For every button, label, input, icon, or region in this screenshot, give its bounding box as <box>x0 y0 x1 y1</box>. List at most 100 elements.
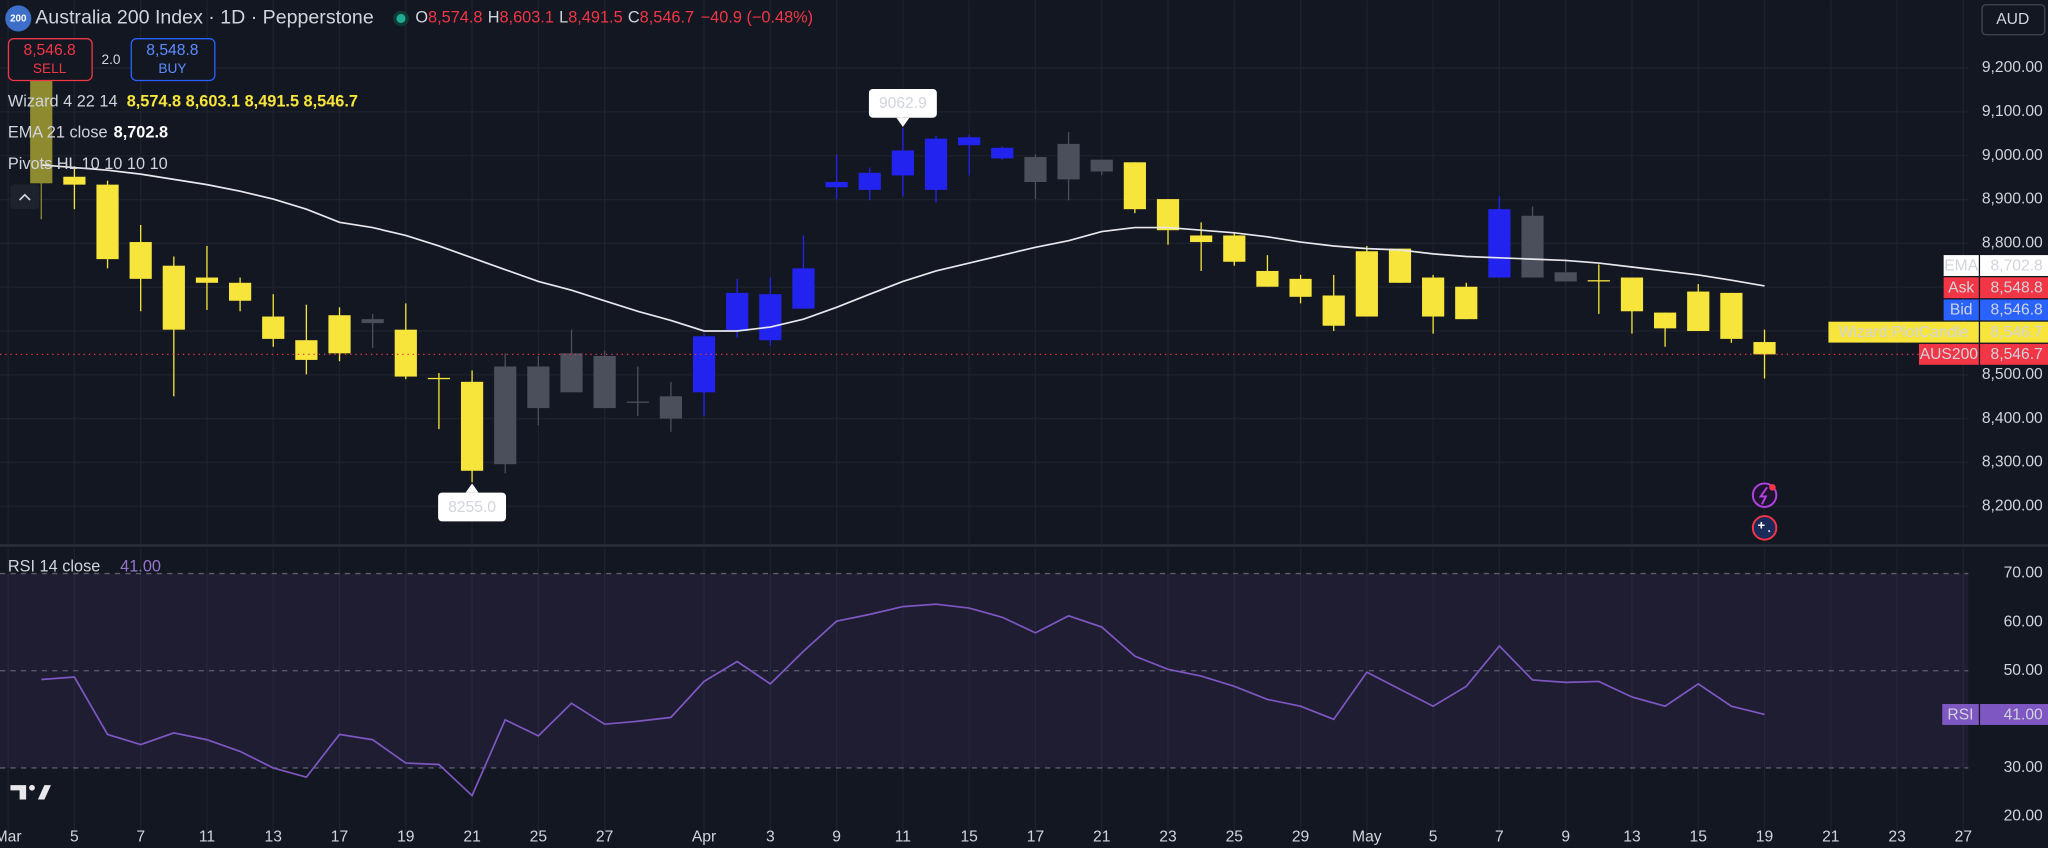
price-tag-name: Bid <box>1950 302 1973 319</box>
candle-body <box>262 316 285 339</box>
rsi-tag-value: 41.00 <box>2004 706 2043 723</box>
candle-body <box>759 294 782 341</box>
buy-button[interactable] <box>130 38 216 82</box>
logo <box>10 785 51 800</box>
y-tick-label: 60.00 <box>2004 613 2043 630</box>
candle-body <box>1488 209 1511 278</box>
x-tick-label: 21 <box>1093 829 1110 846</box>
price-tag-name-box <box>1943 277 1979 299</box>
price-tag-value-box <box>1980 255 2048 276</box>
candle-body <box>659 396 683 419</box>
candle-body <box>991 147 1014 159</box>
pivot-label: 9062.9 <box>879 95 927 112</box>
event-dot <box>1769 484 1776 491</box>
price-tag-name-box <box>1943 299 1979 321</box>
spread: 2.0 <box>101 52 120 67</box>
legend-name: Wizard 4 22 14 <box>8 92 118 110</box>
candle-body <box>1521 215 1544 278</box>
symbol-title: Australia 200 Index · 1D · Pepperstone <box>35 7 374 29</box>
candle-body <box>1587 280 1610 282</box>
collapse-button[interactable] <box>10 184 40 210</box>
price-tag-value-box <box>1980 277 2048 299</box>
candle-body <box>1422 277 1445 317</box>
legend-name: RSI 14 close <box>8 557 100 575</box>
buy-price: 8,548.8 <box>146 42 199 59</box>
x-tick-label: 15 <box>960 829 978 846</box>
overlay: 8,200.008,300.008,400.008,500.008,600.00… <box>0 59 2048 846</box>
price-tag-value: 8,548.8 <box>1991 280 2044 297</box>
price-tag-name-box <box>1918 343 1979 365</box>
x-tick-label: 5 <box>1429 829 1438 846</box>
y-tick-label: 30.00 <box>2004 759 2043 776</box>
event-icon-glyph <box>1758 486 1768 505</box>
x-tick-label: 19 <box>397 829 414 846</box>
candle-body <box>825 182 848 188</box>
x-tick-label: 7 <box>136 829 145 846</box>
rsi-line <box>41 603 1765 798</box>
candle-body <box>1620 277 1644 312</box>
price-tag-value: 8,546.7 <box>1991 324 2043 341</box>
x-tick-label: 25 <box>530 829 548 846</box>
price-tag-name: Wizard:PlotCandle <box>1839 324 1969 341</box>
sell-price: 8,546.8 <box>24 42 77 59</box>
x-tick-label: 9 <box>1561 829 1570 846</box>
x-tick-label: May <box>1352 829 1382 846</box>
candle-body <box>129 242 152 279</box>
candle-body <box>96 184 119 260</box>
candle-body <box>361 319 384 324</box>
currency-button[interactable] <box>1981 4 2046 36</box>
candle-body <box>1388 248 1412 283</box>
x-tick-label: Apr <box>692 829 716 846</box>
sell-button[interactable] <box>7 38 93 82</box>
y-tick-label: 9,100.00 <box>1982 103 2043 120</box>
candle-body <box>792 268 815 309</box>
candle-body <box>328 315 351 354</box>
x-tick-label: 15 <box>1690 829 1708 846</box>
symbol-badge <box>5 5 32 32</box>
candle-body <box>494 366 517 465</box>
ohlc-key: H <box>488 9 500 27</box>
x-tick-label: 27 <box>596 829 613 846</box>
y-tick-label: 50.00 <box>2004 662 2043 679</box>
x-tick-label: 13 <box>1623 829 1641 846</box>
x-tick-label: 17 <box>331 829 348 846</box>
ohlc-key: C <box>628 9 640 27</box>
candle-body <box>1653 312 1677 329</box>
candle-body <box>560 353 583 393</box>
y-tick-label: 8,900.00 <box>1982 191 2043 208</box>
symbol-badge-text: 200 <box>10 14 27 25</box>
candle-body <box>1687 291 1710 331</box>
y-tick-label: 8,300.00 <box>1982 454 2043 471</box>
x-tick-label: 23 <box>1888 829 1906 846</box>
market-status <box>396 13 406 24</box>
country-icon[interactable] <box>1751 515 1778 541</box>
candle-body <box>1090 159 1113 172</box>
candle-body <box>1289 278 1312 297</box>
candle-body <box>692 336 716 393</box>
x-tick-label: 27 <box>1955 829 1972 846</box>
candle-body <box>593 355 616 409</box>
y-tick-label: 8,200.00 <box>1982 497 2043 514</box>
x-tick-label: 9 <box>832 829 841 846</box>
candle-body <box>858 172 881 190</box>
pivot-box <box>868 88 937 118</box>
y-tick-label: 8,800.00 <box>1982 234 2043 251</box>
candle-body <box>1753 342 1776 355</box>
candle-body <box>891 150 914 176</box>
candle-body <box>63 176 86 185</box>
candle-body <box>958 137 981 146</box>
candle-body <box>726 292 749 331</box>
y-tick-label: 8,400.00 <box>1982 410 2043 427</box>
candle-body <box>1554 272 1577 282</box>
price-tag-value-box <box>1980 321 2048 343</box>
candle-body <box>1024 157 1047 183</box>
candle-body <box>162 265 185 330</box>
candle-body <box>527 366 550 409</box>
ohlc-change: −40.9 (−0.48%) <box>701 9 813 27</box>
y-tick-label: 9,200.00 <box>1982 59 2043 76</box>
candle-body <box>1256 270 1279 287</box>
candle-body <box>195 277 219 283</box>
country-icon-glyph <box>1758 521 1771 533</box>
price-tag-value: 8,546.7 <box>1991 346 2043 363</box>
